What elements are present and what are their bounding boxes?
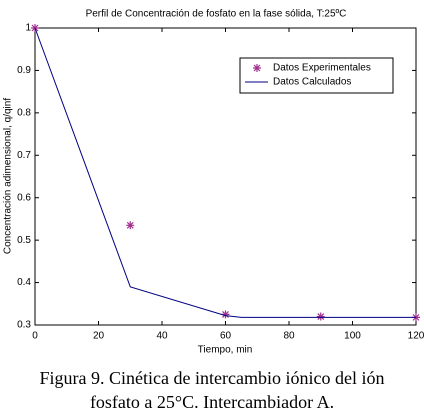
legend-label: Datos Experimentales (273, 63, 371, 74)
y-tick-label: 0.4 (17, 277, 31, 288)
legend-label: Datos Calculados (273, 77, 351, 88)
x-axis-label: Tiempo, min (198, 345, 253, 356)
x-tick-label: 100 (344, 331, 361, 342)
legend-symbol (253, 64, 261, 72)
chart-title: Perfil de Concentración de fosfato en la… (86, 9, 347, 20)
y-tick-label: 0.5 (17, 235, 31, 246)
y-tick-label: 0.7 (17, 150, 31, 161)
x-tick-label: 0 (32, 331, 38, 342)
y-tick-label: 0.3 (17, 320, 31, 331)
y-tick-label: 0.8 (17, 107, 31, 118)
caption: fosfato a 25°C. Intercambiador A. (90, 392, 334, 412)
x-tick-label: 40 (156, 331, 168, 342)
data-line (34, 27, 416, 318)
x-tick-label: 60 (220, 331, 232, 342)
x-tick-label: 80 (283, 331, 295, 342)
data-point (316, 312, 325, 321)
x-tick-label: 120 (408, 331, 424, 342)
data-point (126, 221, 135, 230)
legend-box (239, 57, 394, 94)
y-axis-label: Concentración adimensional, q/qinf (3, 98, 14, 254)
x-tick-label: 20 (93, 331, 105, 342)
y-tick-label: 1 (25, 23, 31, 34)
data-point (221, 310, 230, 319)
y-tick-label: 0.9 (17, 65, 31, 76)
caption: Figura 9. Cinética de intercambio iónico… (40, 368, 385, 388)
y-tick-label: 0.6 (17, 192, 31, 203)
